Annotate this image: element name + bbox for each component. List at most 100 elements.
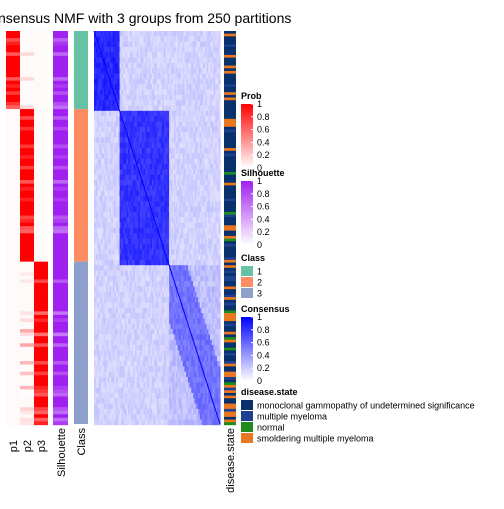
consensus-cell xyxy=(124,46,127,53)
consensus-cell xyxy=(206,41,209,48)
consensus-cell xyxy=(218,243,221,250)
consensus-cell xyxy=(94,84,97,90)
consensus-cell xyxy=(102,89,105,96)
consensus-cell xyxy=(169,201,172,207)
prob-cell xyxy=(20,48,34,53)
consensus-cell xyxy=(196,238,199,245)
consensus-cell xyxy=(145,270,148,277)
consensus-cell xyxy=(211,249,214,255)
consensus-cell xyxy=(111,259,114,266)
consensus-cell xyxy=(216,286,219,293)
consensus-cell xyxy=(104,185,107,191)
consensus-cell xyxy=(143,345,146,351)
consensus-cell xyxy=(105,233,108,239)
consensus-cell xyxy=(138,297,141,303)
consensus-cell xyxy=(128,291,131,298)
consensus-cell xyxy=(186,116,189,122)
consensus-cell xyxy=(204,291,207,298)
consensus-cell xyxy=(112,329,115,335)
consensus-cell xyxy=(111,68,114,74)
consensus-cell xyxy=(204,307,207,314)
consensus-cell xyxy=(170,142,173,149)
consensus-cell xyxy=(182,190,185,197)
prob-cell xyxy=(20,187,34,191)
consensus-cell xyxy=(152,297,155,303)
consensus-cell xyxy=(211,190,214,197)
consensus-cell xyxy=(124,249,127,255)
consensus-cell xyxy=(153,323,156,330)
consensus-cell xyxy=(97,265,100,271)
consensus-cell xyxy=(104,73,107,80)
consensus-cell xyxy=(141,158,144,165)
consensus-cell xyxy=(138,334,141,341)
consensus-cell xyxy=(155,233,158,239)
consensus-cell xyxy=(174,84,177,90)
consensus-cell xyxy=(111,31,114,37)
prob-cell xyxy=(34,364,48,369)
consensus-cell xyxy=(189,78,192,85)
consensus-cell xyxy=(111,355,114,362)
consensus-cell xyxy=(119,132,122,138)
consensus-cell xyxy=(97,339,100,346)
consensus-cell xyxy=(170,164,173,170)
consensus-cell xyxy=(215,254,218,261)
consensus-cell xyxy=(138,142,141,149)
consensus-cell xyxy=(172,238,175,245)
consensus-cell xyxy=(129,307,132,314)
consensus-cell xyxy=(119,286,122,293)
consensus-cell xyxy=(215,137,218,144)
consensus-cell xyxy=(140,313,143,319)
consensus-cell xyxy=(160,153,163,160)
consensus-cell xyxy=(189,339,192,346)
consensus-cell xyxy=(182,350,185,356)
consensus-cell xyxy=(123,78,126,85)
prob-cell xyxy=(6,126,20,131)
consensus-cell xyxy=(184,164,187,170)
consensus-cell xyxy=(138,57,141,64)
consensus-cell xyxy=(148,275,151,282)
silhouette-cell xyxy=(53,222,68,227)
prob-cell xyxy=(34,325,48,330)
consensus-cell xyxy=(175,94,178,101)
consensus-cell xyxy=(165,121,168,128)
consensus-cell xyxy=(148,259,151,266)
consensus-cell xyxy=(128,286,131,293)
consensus-cell xyxy=(174,148,177,154)
prob-cell xyxy=(20,282,34,287)
consensus-cell xyxy=(124,190,127,197)
consensus-cell xyxy=(116,254,119,261)
consensus-cell xyxy=(206,89,209,96)
consensus-cell xyxy=(100,318,103,325)
consensus-cell xyxy=(216,227,219,234)
consensus-cell xyxy=(148,46,151,53)
consensus-cell xyxy=(201,254,204,261)
consensus-cell xyxy=(203,62,206,69)
consensus-cell xyxy=(201,41,204,48)
consensus-cell xyxy=(134,196,137,202)
consensus-cell xyxy=(133,227,136,234)
consensus-cell xyxy=(129,84,132,90)
consensus-cell xyxy=(192,227,195,234)
consensus-cell xyxy=(208,110,211,117)
consensus-cell xyxy=(218,201,221,207)
consensus-cell xyxy=(179,46,182,53)
consensus-cell xyxy=(163,169,166,176)
consensus-cell xyxy=(208,318,211,325)
consensus-cell xyxy=(129,222,132,229)
consensus-cell xyxy=(136,180,139,186)
consensus-cell xyxy=(179,142,182,149)
consensus-cell xyxy=(107,275,110,282)
consensus-cell xyxy=(163,265,166,271)
consensus-cell xyxy=(150,132,153,138)
consensus-cell xyxy=(189,180,192,186)
consensus-cell xyxy=(215,339,218,346)
consensus-cell xyxy=(97,153,100,160)
prob-cell xyxy=(6,307,20,312)
consensus-cell xyxy=(169,291,172,298)
consensus-cell xyxy=(95,355,98,362)
consensus-cell xyxy=(174,350,177,356)
consensus-cell xyxy=(187,121,190,128)
consensus-cell xyxy=(121,227,124,234)
silhouette-cell xyxy=(53,169,68,174)
consensus-cell xyxy=(97,57,100,64)
